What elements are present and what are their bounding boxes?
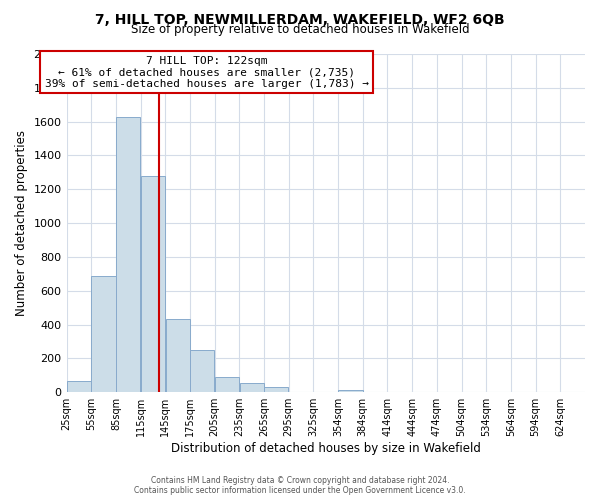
Bar (239, 383, 264, 392)
X-axis label: Distribution of detached houses by size in Wakefield: Distribution of detached houses by size … (171, 442, 481, 455)
Text: 7 HILL TOP: 122sqm
← 61% of detached houses are smaller (2,735)
39% of semi-deta: 7 HILL TOP: 122sqm ← 61% of detached hou… (44, 56, 368, 89)
Bar (264, 387, 289, 392)
Bar (166, 318, 190, 392)
Text: Contains HM Land Registry data © Crown copyright and database right 2024.
Contai: Contains HM Land Registry data © Crown c… (134, 476, 466, 495)
Bar (141, 176, 165, 392)
Bar (116, 116, 140, 392)
Bar (190, 350, 214, 392)
Text: Size of property relative to detached houses in Wakefield: Size of property relative to detached ho… (131, 22, 469, 36)
Bar (338, 390, 362, 392)
Bar (91, 276, 116, 392)
Bar (215, 377, 239, 392)
Text: 7, HILL TOP, NEWMILLERDAM, WAKEFIELD, WF2 6QB: 7, HILL TOP, NEWMILLERDAM, WAKEFIELD, WF… (95, 12, 505, 26)
Y-axis label: Number of detached properties: Number of detached properties (15, 130, 28, 316)
Bar (67, 381, 91, 392)
